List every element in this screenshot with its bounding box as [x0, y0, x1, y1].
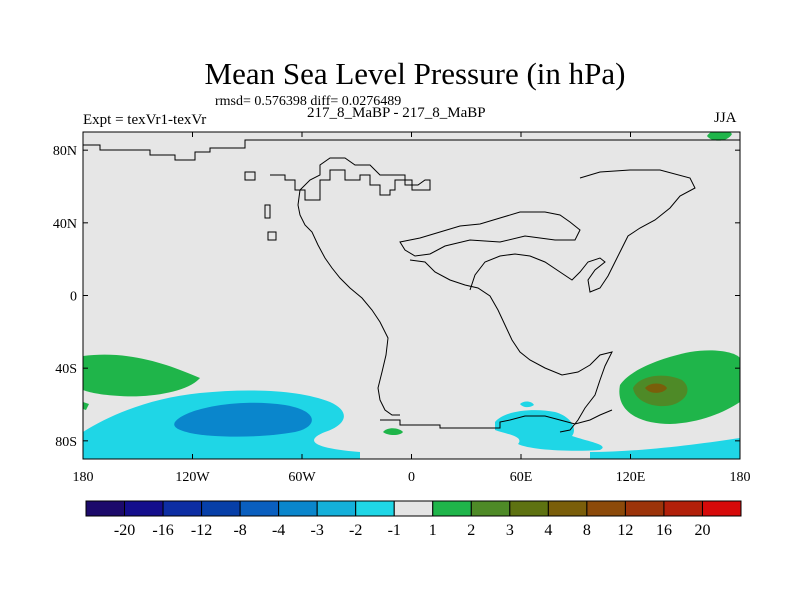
colorbar-label: 1	[429, 522, 437, 539]
colorbar-swatch	[393, 500, 434, 517]
colorbar-swatch	[586, 500, 626, 517]
colorbar-label: 8	[583, 522, 591, 539]
colorbar-label: 20	[694, 522, 710, 539]
experiment-label: Expt = texVr1-texVr	[83, 112, 207, 128]
colorbar-swatch	[624, 500, 665, 517]
lon-tick-label: 180	[730, 470, 751, 485]
lat-tick-label: 40S	[55, 362, 77, 377]
colorbar-swatch	[162, 500, 203, 517]
lat-tick-label: 80N	[53, 144, 77, 159]
lon-tick-label: 180	[73, 470, 94, 485]
colorbar-label: -1	[388, 522, 401, 539]
season-label: JJA	[714, 110, 737, 126]
coastline-africa	[409, 259, 613, 433]
coastline-lake	[264, 204, 271, 219]
coastline-gulf	[267, 231, 277, 241]
colorbar-swatch	[509, 500, 549, 517]
colorbar-label: 12	[617, 522, 633, 539]
longitude-axis: 180 120W 60W 0 60E 120E 180	[73, 132, 751, 485]
contour-south-africa-negative	[495, 410, 603, 451]
colorbar-swatch	[316, 500, 357, 517]
lon-tick-label: 120E	[616, 470, 646, 485]
colorbar-swatch	[201, 500, 241, 517]
colorbar-label: -12	[191, 522, 212, 539]
contour-positive-core	[645, 383, 667, 393]
colorbar-swatch	[124, 500, 164, 517]
colorbar-swatch	[432, 500, 472, 517]
lat-tick-label: 0	[70, 290, 77, 305]
contour-south-pacific-positive	[83, 354, 200, 397]
contour-small-negative-patch	[520, 401, 534, 408]
colorbar: -20 -16 -12 -8 -4 -3 -2 -1 1 2 3 4 8 12 16 20	[85, 500, 742, 539]
lon-tick-label: 120W	[175, 470, 210, 485]
colorbar-label: -16	[152, 522, 173, 539]
plot-title: Mean Sea Level Pressure (in hPa)	[204, 56, 626, 91]
coastline-antarctica	[380, 409, 613, 429]
colorbar-label: 16	[656, 522, 672, 539]
stats-label: rmsd= 0.576398 diff= 0.0276489	[215, 94, 402, 109]
contour-positive-near-30w	[383, 428, 403, 435]
lon-tick-label: 60W	[288, 470, 316, 485]
colorbar-swatch	[239, 500, 280, 517]
colorbar-label: -2	[349, 522, 362, 539]
lon-tick-label: 60E	[510, 470, 533, 485]
lat-tick-label: 80S	[55, 435, 77, 450]
coastline-eurasia	[399, 211, 581, 257]
contour-south-pacific-core	[174, 402, 312, 437]
colorbar-label: -20	[114, 522, 135, 539]
colorbar-label: 3	[506, 522, 514, 539]
colorbar-swatch	[85, 500, 126, 517]
contour-small-positive-west	[83, 402, 89, 410]
period-label: 217_8_MaBP - 217_8_MaBP	[307, 105, 486, 121]
coastline-greenland	[244, 171, 256, 181]
contour-fills	[83, 132, 740, 459]
colorbar-swatch	[701, 500, 742, 517]
contour-bottom-negative-strip	[590, 438, 740, 459]
colorbar-swatch	[470, 500, 511, 517]
coastline-asia-east	[469, 169, 696, 293]
colorbar-swatch	[278, 500, 318, 517]
coastlines	[83, 139, 740, 433]
colorbar-swatch	[355, 500, 395, 517]
coastline-arctic	[83, 139, 740, 161]
lon-tick-label: 0	[408, 470, 415, 485]
colorbar-label: -4	[272, 522, 285, 539]
colorbar-label: -3	[311, 522, 324, 539]
latitude-axis: 80N 40N 0 40S 80S	[53, 144, 740, 450]
colorbar-swatch	[663, 500, 703, 517]
lat-tick-label: 40N	[53, 217, 77, 232]
coastline-americas	[270, 157, 431, 416]
contour-arctic-positive	[707, 132, 732, 141]
colorbar-label: -8	[233, 522, 246, 539]
colorbar-label: 2	[467, 522, 475, 539]
colorbar-swatch	[547, 500, 588, 517]
colorbar-label: 4	[544, 522, 552, 539]
